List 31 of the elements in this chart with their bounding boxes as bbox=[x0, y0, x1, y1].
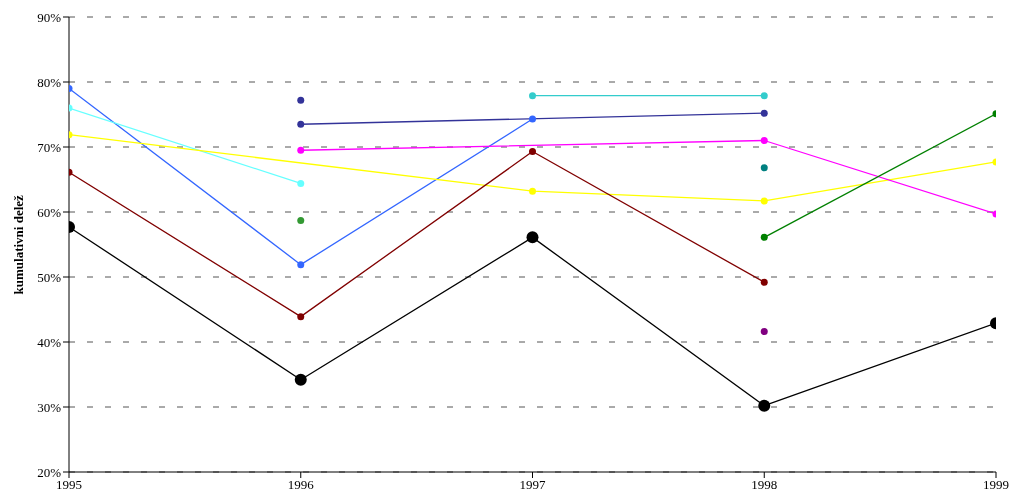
point bbox=[529, 187, 536, 195]
y-tick-label: 20% bbox=[37, 464, 62, 480]
y-tick-label: 40% bbox=[37, 334, 62, 350]
point bbox=[760, 137, 768, 144]
point bbox=[297, 261, 305, 269]
point bbox=[758, 399, 771, 412]
point bbox=[760, 233, 768, 241]
point bbox=[297, 146, 305, 154]
point bbox=[760, 92, 768, 100]
point bbox=[529, 148, 536, 156]
point bbox=[529, 92, 536, 100]
point bbox=[529, 115, 536, 123]
point bbox=[760, 109, 768, 117]
point bbox=[526, 231, 539, 244]
x-tick-label: 1999 bbox=[983, 477, 1009, 493]
x-tick-label: 1995 bbox=[56, 477, 82, 493]
y-tick-label: 50% bbox=[37, 269, 62, 285]
y-tick-label: 30% bbox=[37, 399, 62, 415]
point bbox=[294, 373, 307, 386]
point bbox=[760, 278, 768, 286]
x-tick-label: 1996 bbox=[287, 477, 315, 493]
x-tick-label: 1997 bbox=[519, 477, 546, 493]
point bbox=[297, 313, 305, 321]
x-tick-label: 1998 bbox=[751, 477, 778, 493]
point bbox=[297, 120, 305, 128]
y-tick-label: 60% bbox=[37, 204, 62, 220]
y-axis-title: kumulativni delež bbox=[10, 194, 26, 295]
point bbox=[297, 179, 305, 187]
y-tick-label: 70% bbox=[37, 139, 62, 155]
y-tick-label: 80% bbox=[37, 74, 62, 90]
y-tick-label: 90% bbox=[37, 9, 62, 25]
